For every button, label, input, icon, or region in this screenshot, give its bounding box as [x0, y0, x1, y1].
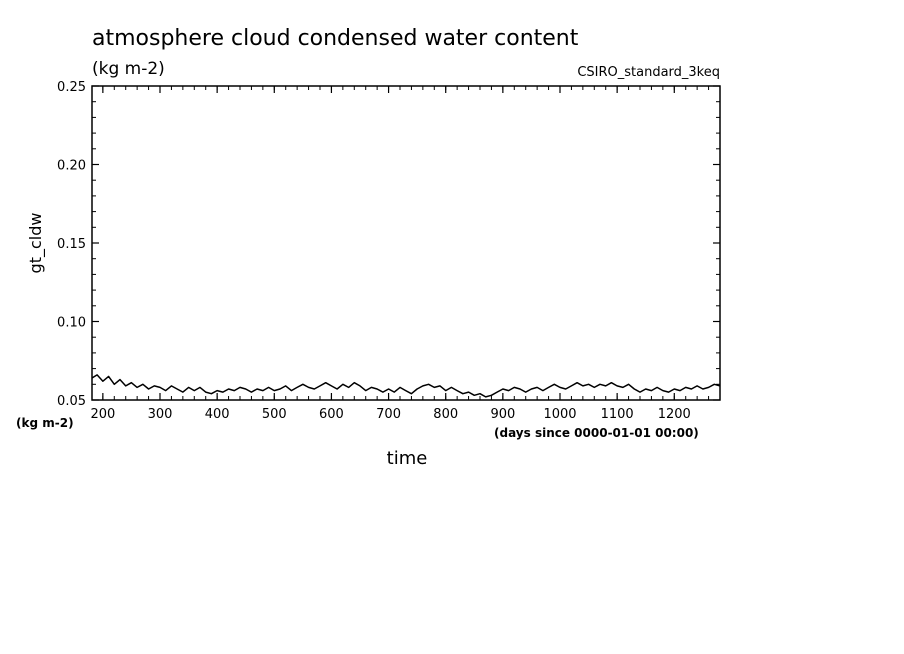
series-group	[91, 374, 721, 398]
x-tick-label: 400	[205, 407, 230, 422]
dataset-label: CSIRO_standard_3keq	[577, 65, 720, 80]
x-tick-label: 200	[90, 407, 115, 422]
x-tick-label: 1200	[658, 407, 691, 422]
x-axis-label: time	[387, 448, 428, 469]
y-tick-label: 0.25	[57, 80, 86, 95]
x-tick-label: 300	[148, 407, 173, 422]
plot-frame	[91, 85, 721, 401]
x-tick-label: 700	[376, 407, 401, 422]
chart-subtitle-units: (kg m-2)	[92, 59, 165, 79]
y-tick-label: 0.20	[57, 159, 86, 174]
x-axis-units: (days since 0000-01-01 00:00)	[494, 426, 699, 440]
y-axis-label: gt_cldw	[26, 213, 46, 274]
x-tick-label: 900	[490, 407, 515, 422]
y-axis-ticks: 0.05 0.10 0.15 0.20 0.25	[57, 80, 720, 409]
y-tick-label: 0.10	[57, 316, 86, 331]
y-tick-label: 0.15	[57, 237, 86, 252]
x-tick-label: 1000	[543, 407, 576, 422]
x-tick-label: 500	[262, 407, 287, 422]
x-tick-label: 1100	[601, 407, 634, 422]
series-line-0	[91, 374, 721, 398]
x-axis-ticks: 200 300 400 500 600 700 800 900 1000 1100 1200	[90, 86, 721, 422]
y-axis-units: (kg m-2)	[16, 416, 74, 430]
chart-title: atmosphere cloud condensed water content	[92, 26, 579, 51]
y-tick-label: 0.05	[57, 394, 86, 409]
x-tick-label: 800	[433, 407, 458, 422]
x-tick-label: 600	[319, 407, 344, 422]
